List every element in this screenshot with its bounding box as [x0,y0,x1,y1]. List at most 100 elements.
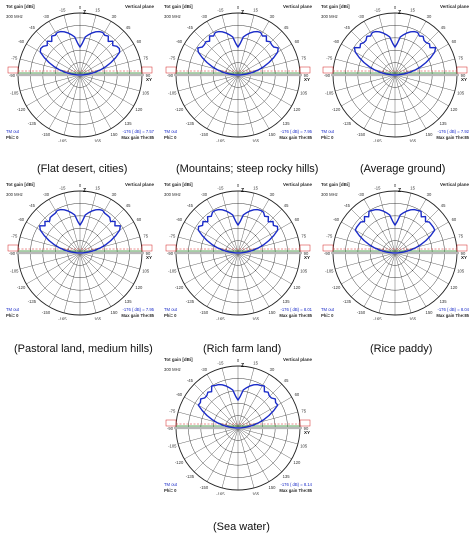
grid-spoke [184,252,239,285]
angle-tick-label: 75 [458,233,463,238]
angle-tick-label: 15 [253,7,258,12]
angle-tick-label: 30 [112,14,117,19]
grid-spoke [341,74,396,107]
angle-tick-label: 60 [295,217,300,222]
grid-spoke [20,252,81,270]
grid-spoke [79,15,97,76]
angle-tick-label: 45 [441,25,446,30]
xy-axis-label: XY [304,77,310,82]
grid-spoke [194,252,239,297]
grid-spoke [79,21,112,76]
grid-spoke [237,411,298,429]
tm-out-label: TM out [321,129,335,134]
angle-tick-label: 180 [235,141,243,142]
angle-tick-label: -90 [167,73,174,78]
angle-tick-label: 90 [304,73,309,78]
xy-axis-label: XY [461,77,467,82]
grid-spoke [79,193,97,254]
polar-plot: 0 15 30 45 60 75 90 105 120 135 150 165 180 -165 -150 -… [6,4,155,142]
xy-axis-label: XY [461,255,467,260]
grid-spoke [26,221,81,254]
angle-tick-label: -60 [176,39,183,44]
angle-tick-label: -15 [374,7,381,12]
angle-tick-label: 60 [295,39,300,44]
xy-axis-label: XY [146,77,152,82]
angle-tick-label: -45 [344,25,351,30]
angle-tick-label: 120 [135,107,143,112]
angle-tick-label: 75 [301,55,306,60]
gain-title: Tot gain [dBi] [164,4,193,9]
grid-spoke [194,74,239,119]
angle-tick-label: -75 [326,233,333,238]
grid-spoke [378,74,396,135]
grid-spoke [178,252,239,270]
angle-tick-label: -105 [168,91,177,96]
grid-spoke [63,15,81,76]
grid-spoke [394,74,455,92]
angle-tick-label: 15 [410,185,415,190]
grid-spoke [394,236,455,254]
plane-title: Vertical plane [283,4,313,9]
angle-tick-label: -120 [175,107,184,112]
grid-spoke [394,252,412,313]
radiation-pattern-trace [354,208,436,254]
angle-tick-label: 105 [300,444,308,449]
panel-caption: (Rich farm land) [203,343,282,355]
grid-spoke [237,427,292,460]
grid-spoke [237,427,255,488]
grid-spoke [335,74,396,92]
grid-spoke [378,252,396,313]
angle-tick-label: -105 [10,91,19,96]
grid-spoke [237,427,282,472]
angle-tick-label: 15 [253,360,258,365]
grid-spoke [237,368,255,429]
phi-label: Phi= 0 [321,135,334,140]
grid-spoke [206,199,239,254]
grid-spoke [79,74,140,92]
radiation-pattern-trace [197,383,279,429]
angle-tick-label: -45 [187,25,194,30]
angle-tick-label: -165 [216,492,225,495]
grid-spoke [194,427,239,472]
grid-spoke [79,74,124,119]
grid-spoke [237,236,298,254]
angle-tick-label: -150 [200,485,209,490]
grid-spoke [237,193,255,254]
angle-tick-label: 135 [283,299,291,304]
angle-tick-label: 150 [111,132,119,137]
grid-spoke [184,427,239,460]
red-marker-box [456,66,468,74]
angle-tick-label: -120 [175,285,184,290]
angle-tick-label: -105 [168,269,177,274]
grid-spoke [63,193,81,254]
red-marker-box [165,419,177,427]
plane-title: Vertical plane [283,357,313,362]
red-marker-box [299,66,311,74]
angle-tick-label: -60 [176,217,183,222]
tm-out-label: TM out [164,307,178,312]
gain-note: -176 ( dB) = 7.57 [122,129,154,134]
gain-note: -176 ( dB) = 8.04 [437,307,469,312]
angle-tick-label: -15 [374,185,381,190]
panel-caption: (Pastoral land, medium hills) [14,343,153,355]
grid-spoke [394,252,427,307]
grid-spoke [194,31,239,76]
angle-tick-label: -30 [201,192,208,197]
grid-spoke [237,74,298,92]
angle-tick-label: -105 [168,444,177,449]
grid-spoke [237,384,282,429]
red-marker-box [141,66,153,74]
angle-tick-label: 15 [95,185,100,190]
grid-spoke [79,252,134,285]
grid-spoke [20,58,81,76]
grid-spoke [184,396,239,429]
angle-tick-label: 60 [295,392,300,397]
grid-spoke [237,74,255,135]
grid-spoke [36,31,81,76]
grid-spoke [351,209,396,254]
angle-tick-label: -165 [58,139,67,142]
angle-tick-label: 90 [461,73,466,78]
grid-spoke [36,74,81,119]
radiation-pattern-panel: 0 15 30 45 60 75 90 105 120 135 150 165 180 -165 -150 -… [5,180,155,320]
grid-spoke [237,74,282,119]
